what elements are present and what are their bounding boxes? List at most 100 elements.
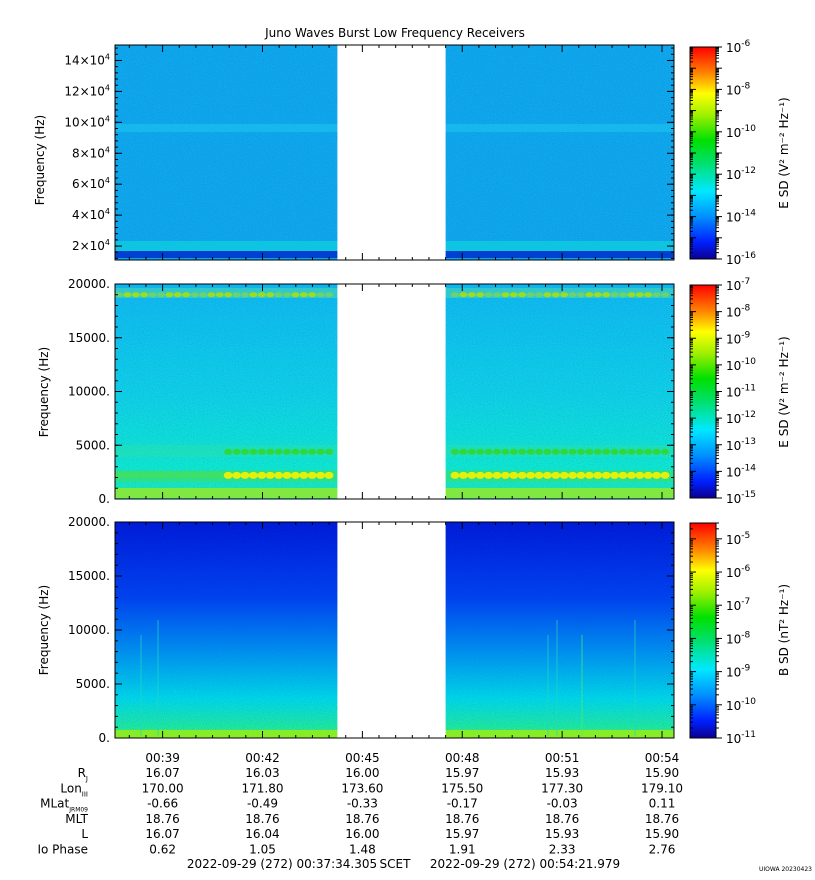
panel-2-emission-blob — [535, 448, 543, 455]
panel-2-emission-blob — [458, 471, 468, 479]
xtick-label: 00:42 — [245, 751, 280, 765]
panel-2-ytick-label: 15000. — [68, 331, 110, 345]
panel-2-emission-blob — [190, 292, 199, 298]
chart-title: Juno Waves Burst Low Frequency Receivers — [264, 26, 525, 40]
panel-2-emission-blob — [316, 471, 326, 479]
panel-2-emission-blob — [585, 448, 594, 455]
ephemeris-value: 18.76 — [345, 812, 379, 826]
panel-2-emission-blob — [215, 471, 225, 479]
panel-2-emission-blob — [182, 292, 191, 298]
ephemeris-row-label: LonIII — [60, 781, 88, 798]
panel-2-emission-blob — [501, 448, 510, 455]
panel-2-emission-blob — [484, 471, 494, 479]
panel-1-colorbar-tick-label: 10-6 — [726, 39, 751, 55]
panel-2-colorbar-label: E SD (V² m⁻² Hz⁻¹) — [777, 336, 791, 447]
panel-2-emission-blob — [652, 471, 662, 479]
ephemeris-value: 179.10 — [641, 781, 683, 795]
panel-2-emission-blob — [476, 448, 485, 455]
ephemeris-value: -0.33 — [347, 797, 378, 811]
panel-2-emission-blob — [593, 471, 603, 479]
ephemeris-value: 18.76 — [245, 812, 279, 826]
panel-2-emission-blob — [173, 292, 182, 298]
xtick-label: 00:54 — [645, 751, 680, 765]
panel-2-emission-blob — [240, 471, 250, 479]
panel-2-emission-blob — [518, 292, 527, 298]
panel-2-emission-blob — [543, 448, 552, 455]
footer-credit: UIOWA 20230423 — [759, 866, 812, 873]
ephemeris-row-label: Io Phase — [37, 843, 88, 857]
panel-2-emission-blob — [459, 448, 468, 455]
panel-2-emission-blob — [559, 471, 569, 479]
panel-2-emission-blob — [551, 292, 560, 298]
panel-2-emission-blob — [584, 471, 594, 479]
ephemeris-value: 2.33 — [549, 843, 576, 857]
panel-1-ytick-label: 10×104 — [64, 114, 110, 129]
panel-2-colorbar-tick-label: 10-14 — [726, 463, 756, 479]
panel-2-emission-blob — [190, 471, 200, 479]
panel-2-emission-blob — [635, 471, 645, 479]
panel-3-ytick-label: 5000. — [76, 677, 110, 691]
panel-2-emission-blob — [467, 448, 476, 455]
ephemeris-value: 18.76 — [545, 812, 579, 826]
panel-1-colorbar-tick-label: 10-8 — [726, 81, 751, 97]
panel-2-emission-blob — [492, 471, 502, 479]
panel-2-emission-blob — [291, 292, 300, 298]
panel-3-ytick-label: 15000. — [68, 569, 110, 583]
panel-2-emission-blob — [585, 292, 594, 298]
panel-2-emission-blob — [181, 471, 191, 479]
panel-3-colorbar-tick-label: 10-5 — [726, 531, 750, 547]
panel-2-emission-blob — [635, 448, 644, 455]
footer-start-time: 2022-09-29 (272) 00:37:34.305 — [187, 857, 377, 871]
panel-2-emission-blob — [568, 292, 577, 298]
ephemeris-value: 170.00 — [142, 781, 184, 795]
panel-2-emission-blob — [493, 448, 501, 455]
panel-1: 2×104 4×104 6×104 8×104 10×104 12×104 14×104 F… — [33, 39, 791, 267]
panel-1-ytick-label: 12×104 — [64, 83, 110, 98]
panel-2-colorbar-tick-label: 10-15 — [726, 490, 756, 506]
panel-2-emission-blob — [568, 471, 578, 479]
panel-2-emission-blob — [451, 292, 459, 298]
panel-2-colorbar-tick-label: 10-9 — [726, 330, 751, 346]
panel-2-emission-blob — [635, 292, 644, 298]
panel-2-emission-blob — [652, 292, 661, 298]
panel-2-emission-blob — [139, 471, 149, 479]
ephemeris-value: 1.48 — [349, 843, 376, 857]
panel-1-frame — [114, 44, 675, 261]
panel-2-emission-blob — [232, 292, 241, 298]
footer-end-time: 2022-09-29 (272) 00:54:21.979 — [430, 857, 620, 871]
panel-2-emission-blob — [618, 471, 628, 479]
panel-2-emission-blob — [560, 448, 569, 455]
ephemeris-row-label: MLT — [65, 812, 88, 826]
panel-2-emission-blob — [451, 448, 459, 455]
panel-2-emission-blob — [207, 292, 216, 298]
panel-2-emission-blob — [123, 292, 132, 298]
panel-2-emission-blob — [148, 471, 158, 479]
panel-2-emission-blob — [501, 292, 510, 298]
panel-2-emission-blob — [509, 471, 519, 479]
panel-2-ytick-label: 20000. — [68, 277, 110, 291]
panel-2-emission-blob — [627, 292, 636, 298]
panel-2-emission-blob — [140, 292, 149, 298]
ephemeris-value: 15.93 — [545, 827, 579, 841]
panel-1-ytick-label: 14×104 — [64, 52, 110, 67]
panel-2-colorbar-tick-label: 10-8 — [726, 304, 751, 320]
panel-2-emission-blob — [266, 292, 275, 298]
panel-2-emission-blob — [325, 292, 333, 298]
panel-1-ytick-label: 2×104 — [72, 238, 110, 253]
panel-2-emission-blob — [206, 471, 216, 479]
panel-2-emission-blob — [274, 471, 284, 479]
xtick-label: 00:39 — [145, 751, 180, 765]
panel-1-data-gap — [337, 45, 446, 260]
panel-2-emission-blob — [215, 292, 224, 298]
panel-2-emission-blob — [224, 292, 233, 298]
panel-2-emission-blob — [241, 448, 249, 455]
panel-2-emission-blob — [164, 471, 174, 479]
ephemeris-value: 15.97 — [445, 827, 479, 841]
panel-3-colorbar-tick-label: 10-9 — [726, 664, 751, 680]
ephemeris-value: 16.04 — [245, 827, 279, 841]
panel-1-colorbar-tick-label: 10-14 — [726, 209, 756, 225]
xtick-label: 00:48 — [445, 751, 480, 765]
panel-2-emission-blob — [274, 292, 283, 298]
panel-2-emission-blob — [509, 292, 518, 298]
panel-2-emission-blob — [593, 448, 602, 455]
